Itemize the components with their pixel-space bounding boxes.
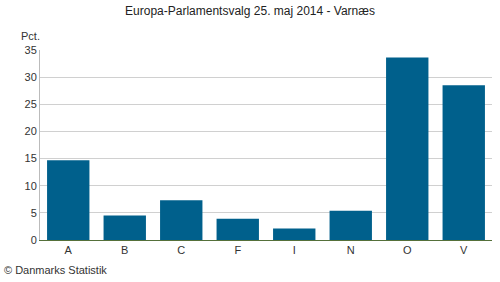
- svg-text:C: C: [177, 244, 185, 256]
- svg-text:Europa-Parlamentsvalg 25. maj: Europa-Parlamentsvalg 25. maj 2014 - Var…: [125, 4, 375, 18]
- svg-text:30: 30: [25, 71, 37, 83]
- svg-text:© Danmarks Statistik: © Danmarks Statistik: [4, 264, 107, 276]
- svg-text:0: 0: [31, 234, 37, 246]
- svg-text:10: 10: [25, 180, 37, 192]
- svg-text:I: I: [293, 244, 296, 256]
- svg-text:35: 35: [25, 44, 37, 56]
- svg-text:V: V: [460, 244, 468, 256]
- svg-text:20: 20: [25, 125, 37, 137]
- svg-text:25: 25: [25, 98, 37, 110]
- svg-text:O: O: [403, 244, 412, 256]
- svg-text:5: 5: [31, 207, 37, 219]
- svg-text:F: F: [234, 244, 241, 256]
- svg-text:A: A: [65, 244, 73, 256]
- svg-text:N: N: [347, 244, 355, 256]
- svg-text:15: 15: [25, 152, 37, 164]
- svg-text:Pct.: Pct.: [21, 30, 40, 42]
- svg-text:B: B: [121, 244, 128, 256]
